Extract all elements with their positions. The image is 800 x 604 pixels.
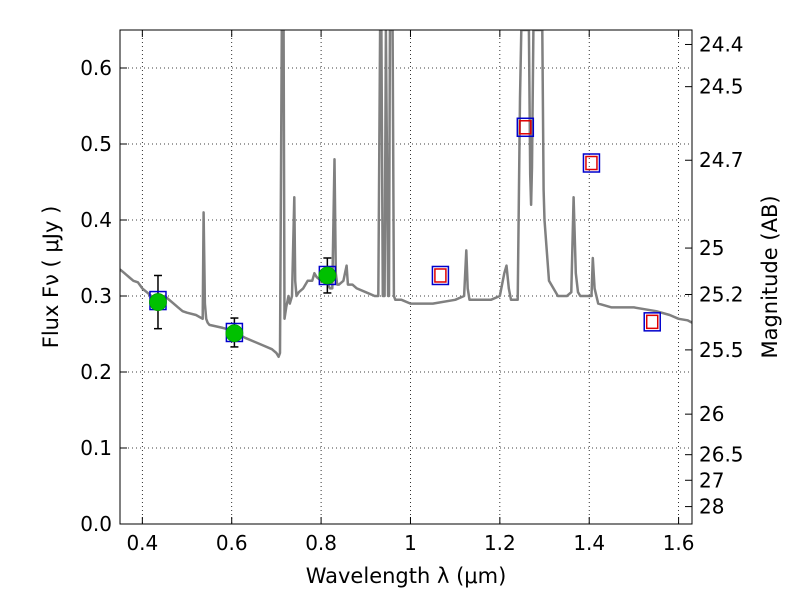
x-tick-label: 0.6 (216, 531, 248, 555)
y2-tick-label: 25.2 (699, 282, 744, 306)
y-tick-label: 0.6 (80, 56, 112, 80)
y-tick-label: 0.3 (80, 284, 112, 308)
axis-ticks: 0.4 0.6 0.8 1 1.2 1.4 1.6 0.0 0.1 0.2 0.3 0.4 0.5 0.6… (80, 30, 744, 555)
y2-tick-label: 24.4 (699, 32, 744, 56)
plot-frame (119, 29, 693, 525)
y-tick-label: 0.4 (80, 208, 112, 232)
plot-background (120, 30, 692, 524)
y2-tick-label: 24.7 (699, 148, 744, 172)
y-tick-label: 0.2 (80, 360, 112, 384)
y-tick-label: 0.5 (80, 132, 112, 156)
y2-tick-label: 25 (699, 236, 724, 260)
y-tick-label: 0.1 (80, 436, 112, 460)
y2-axis-label: Magnitude (AB) (758, 195, 782, 358)
x-tick-label: 0.8 (305, 531, 337, 555)
model-box-red (434, 268, 447, 283)
y-axis-label: Flux Fν ( μJy ) (39, 206, 63, 349)
measured-point (318, 266, 337, 285)
y2-tick-label: 27 (699, 468, 724, 492)
y2-tick-label: 24.5 (699, 75, 744, 99)
y2-tick-label: 25.5 (699, 338, 744, 362)
measured-point (225, 324, 244, 343)
y2-tick-label: 26 (699, 402, 724, 426)
model-box-red (519, 120, 532, 135)
x-tick-label: 1 (404, 531, 417, 555)
data-layer (120, 30, 692, 359)
x-tick-label: 1.6 (663, 531, 695, 555)
x-axis-label: Wavelength λ (μm) (306, 564, 507, 588)
model-box-blue (431, 265, 450, 286)
measured-point (149, 293, 167, 311)
model-box-blue (643, 312, 661, 332)
model-box-red (585, 155, 598, 171)
y2-tick-label: 28 (699, 495, 724, 519)
x-tick-label: 1.4 (573, 531, 605, 555)
model-box-red (645, 314, 659, 330)
y-tick-label: 0.0 (80, 512, 112, 536)
model-box-blue (516, 117, 535, 138)
model-box-blue (582, 153, 601, 173)
x-tick-label: 1.2 (484, 531, 516, 555)
x-tick-label: 0.4 (126, 531, 158, 555)
y2-tick-label: 26.5 (699, 443, 744, 467)
